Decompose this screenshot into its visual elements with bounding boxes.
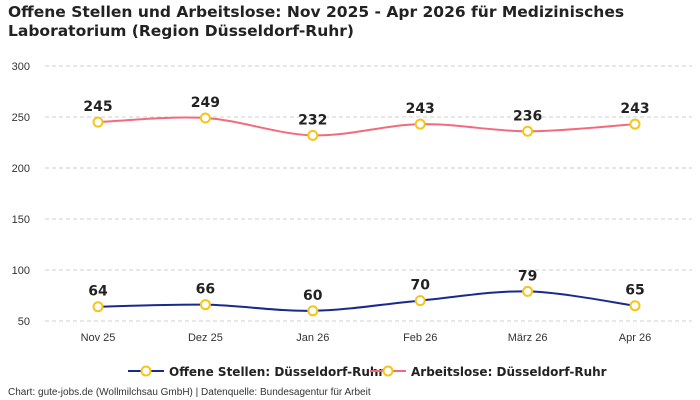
data-label: 64 [88,284,108,300]
data-point [92,116,104,128]
data-point [522,285,534,297]
x-tick-label: Dez 25 [188,332,223,344]
y-tick-label: 200 [12,163,30,175]
data-label: 243 [620,101,649,117]
data-label: 79 [518,268,537,284]
x-tick-label: Feb 26 [403,332,437,344]
data-label: 66 [196,282,215,298]
x-tick-label: März 26 [508,332,548,344]
legend-label: Arbeitslose: Düsseldorf-Ruhr [411,365,607,379]
data-label: 232 [298,112,327,128]
x-tick-label: Jan 26 [296,332,329,344]
y-tick-label: 300 [12,61,30,73]
data-point [629,118,641,130]
data-point [199,299,211,311]
data-point [92,301,104,313]
data-point [629,300,641,312]
data-label: 249 [191,95,220,111]
y-tick-label: 50 [18,316,30,328]
data-point [307,129,319,141]
data-label: 60 [303,288,323,304]
data-point [307,305,319,317]
legend-marker [382,365,394,377]
chart-footer: Chart: gute-jobs.de (Wollmilchsau GmbH) … [8,387,371,398]
data-point [414,118,426,130]
y-tick-label: 250 [12,112,30,124]
chart-title: Offene Stellen und Arbeitslose: Nov 2025… [8,3,625,40]
data-point [199,112,211,124]
x-tick-label: Nov 25 [81,332,116,344]
data-label: 70 [410,278,430,294]
data-point [522,125,534,137]
legend-marker [140,365,152,377]
series-line-2 [97,116,636,137]
data-label: 245 [83,99,112,115]
legend-label: Offene Stellen: Düsseldorf-Ruhr [169,365,384,379]
y-tick-label: 100 [12,265,30,277]
x-tick-label: Apr 26 [619,332,651,344]
series-line-1 [97,290,636,312]
y-tick-label: 150 [12,214,30,226]
data-label: 65 [625,283,644,299]
data-label: 236 [513,108,542,124]
data-point [414,295,426,307]
data-label: 243 [406,101,435,117]
